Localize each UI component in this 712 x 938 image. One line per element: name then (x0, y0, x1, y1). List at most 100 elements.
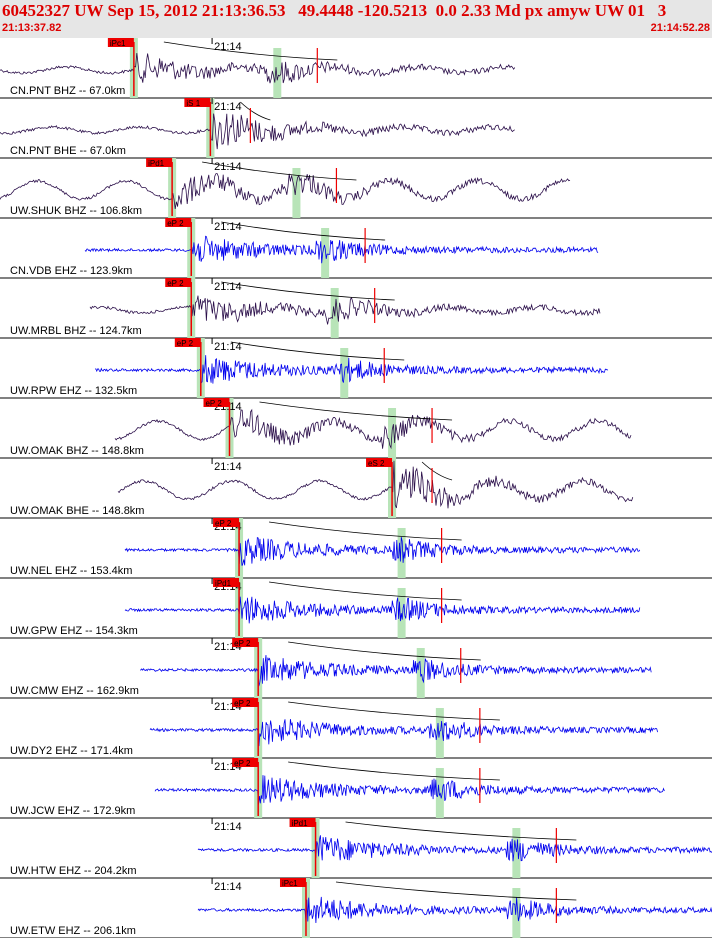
station-label: UW.RPW EHZ -- 132.5km (10, 385, 137, 397)
waveform (89, 295, 601, 325)
pick-label-box (107, 38, 134, 47)
pick-label-box (232, 698, 259, 707)
time-tick-label: 21:14 (214, 101, 242, 113)
pick-label-box (165, 218, 192, 227)
pick-label: eP 2 (205, 399, 222, 408)
time-tick-label: 21:14 (214, 161, 242, 173)
trace-panel: 21:14 eS 2 UW.OMAK BHE -- 148.8km (0, 458, 712, 519)
pick-label: iS 1 (186, 99, 200, 108)
pick-label-box (232, 638, 259, 647)
waveform (0, 173, 571, 209)
station-label: UW.HTW EHZ -- 204.2km (10, 865, 137, 877)
pick-label-box (184, 98, 211, 107)
predicted-arrival-curve (288, 761, 500, 781)
predicted-arrival-curve (268, 521, 462, 541)
waveform (149, 719, 658, 747)
waveform (84, 235, 599, 264)
waveform (154, 775, 665, 805)
pick-label-box (165, 278, 192, 287)
time-tick-label: 21:14 (214, 341, 242, 353)
pick-label: eP 2 (234, 759, 251, 768)
end-time: 21:14:52.28 (650, 22, 710, 34)
predicted-arrival-curve (221, 221, 386, 241)
pick-label: iPc1 (110, 39, 126, 48)
waveform (124, 536, 641, 566)
trace-panel: 21:14 iPc1 UW.ETW EHZ -- 206.1km (0, 878, 712, 938)
pick-label: eP 2 (167, 279, 184, 288)
trace-panel: 21:14 iPd1 UW.HTW EHZ -- 204.2km (0, 818, 712, 879)
header-bar: 60452327 UW Sep 15, 2012 21:13:36.53 49.… (0, 0, 712, 38)
waveform (140, 655, 652, 687)
time-tick-label: 21:14 (214, 881, 242, 893)
pick-label: iPd1 (215, 579, 232, 588)
pick-label: eP 2 (215, 519, 232, 528)
pick-label: eP 2 (167, 219, 184, 228)
pick-label-box (289, 818, 316, 827)
pick-label-box (213, 518, 240, 527)
pick-label: eS 2 (368, 459, 385, 468)
station-label: UW.OMAK BHE -- 148.8km (10, 505, 144, 517)
station-label: UW.GPW EHZ -- 154.3km (10, 625, 138, 637)
station-label: UW.NEL EHZ -- 153.4km (10, 565, 132, 577)
waveform (117, 460, 634, 509)
waveform (0, 113, 515, 150)
station-label: UW.SHUK BHZ -- 106.8km (10, 205, 142, 217)
s-window (292, 168, 301, 218)
time-tick-label: 21:14 (214, 461, 242, 473)
station-label: UW.MRBL BHZ -- 124.7km (10, 325, 142, 337)
s-window (273, 48, 282, 98)
seismogram-plot: 21:14 iPc1 CN.PNT BHZ -- 67.0km 21:14 iS 1 CN… (0, 38, 712, 938)
predicted-arrival-curve (335, 881, 577, 901)
pick-label: iPd1 (292, 819, 309, 828)
pick-label: eP 2 (177, 339, 194, 348)
waveform (0, 53, 516, 84)
predicted-arrival-curve (268, 581, 462, 601)
s-window (397, 528, 406, 578)
pick-label-box (366, 458, 393, 467)
station-label: UW.CMW EHZ -- 162.9km (10, 685, 139, 697)
station-label: UW.DY2 EHZ -- 171.4km (10, 745, 133, 757)
s-window (397, 588, 406, 638)
predicted-arrival-curve (345, 821, 577, 841)
event-title: 60452327 UW Sep 15, 2012 21:13:36.53 49.… (2, 1, 667, 20)
s-window (512, 888, 521, 938)
predicted-arrival-curve (421, 461, 453, 481)
predicted-arrival-curve (163, 41, 338, 61)
predicted-arrival-curve (259, 401, 453, 421)
pick-label-box (232, 758, 259, 767)
waveform (114, 408, 632, 450)
predicted-arrival-curve (230, 341, 405, 361)
station-label: CN.PNT BHE -- 67.0km (10, 145, 126, 157)
pick-label: iPc1 (282, 879, 298, 888)
s-window (512, 828, 521, 878)
station-label: CN.PNT BHZ -- 67.0km (10, 85, 125, 97)
pick-label: iPd1 (148, 159, 165, 168)
pick-label-box (213, 578, 240, 587)
pick-label-box (279, 878, 306, 887)
trace-panel: 21:14 eP 2 UW.RPW EHZ -- 132.5km (0, 338, 712, 399)
trace-panel: 21:14 iS 1 CN.PNT BHE -- 67.0km (0, 98, 712, 159)
predicted-arrival-curve (202, 161, 357, 181)
s-window (321, 228, 330, 278)
predicted-arrival-curve (240, 101, 271, 121)
waveform (197, 896, 712, 925)
station-label: UW.ETW EHZ -- 206.1km (10, 925, 136, 937)
waveform (124, 596, 641, 624)
s-window (435, 768, 444, 818)
predicted-arrival-curve (288, 701, 500, 721)
pick-label-box (146, 158, 173, 167)
waveform (197, 835, 712, 862)
station-label: UW.JCW EHZ -- 172.9km (10, 805, 135, 817)
predicted-arrival-curve (288, 641, 481, 661)
predicted-arrival-curve (221, 281, 395, 301)
